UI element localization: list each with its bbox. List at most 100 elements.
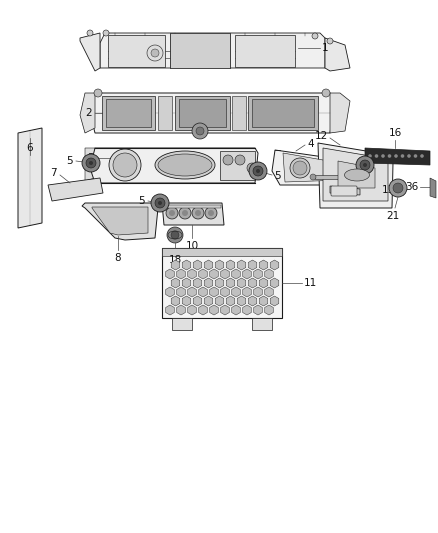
Circle shape bbox=[312, 33, 318, 39]
Polygon shape bbox=[106, 99, 151, 127]
Polygon shape bbox=[365, 148, 430, 165]
Circle shape bbox=[381, 154, 385, 158]
Polygon shape bbox=[430, 178, 436, 198]
Polygon shape bbox=[283, 153, 343, 182]
Circle shape bbox=[322, 89, 330, 97]
Text: 3: 3 bbox=[87, 153, 94, 163]
FancyBboxPatch shape bbox=[331, 186, 357, 196]
Polygon shape bbox=[248, 96, 318, 130]
Circle shape bbox=[247, 163, 257, 173]
Circle shape bbox=[256, 169, 260, 173]
Circle shape bbox=[253, 166, 263, 176]
Circle shape bbox=[293, 161, 307, 175]
Circle shape bbox=[171, 231, 179, 239]
Polygon shape bbox=[170, 33, 230, 68]
Polygon shape bbox=[330, 186, 360, 195]
Polygon shape bbox=[108, 35, 165, 67]
Text: 4: 4 bbox=[307, 139, 314, 149]
Polygon shape bbox=[92, 207, 148, 235]
Circle shape bbox=[394, 154, 398, 158]
Circle shape bbox=[223, 155, 233, 165]
Circle shape bbox=[182, 210, 188, 216]
Circle shape bbox=[389, 179, 407, 197]
Circle shape bbox=[166, 207, 178, 219]
Circle shape bbox=[327, 38, 333, 44]
Polygon shape bbox=[318, 143, 393, 208]
Circle shape bbox=[249, 162, 267, 180]
Circle shape bbox=[158, 201, 162, 205]
Circle shape bbox=[155, 198, 165, 208]
Polygon shape bbox=[162, 248, 282, 256]
Polygon shape bbox=[325, 38, 350, 71]
Circle shape bbox=[89, 161, 93, 165]
Circle shape bbox=[192, 123, 208, 139]
Ellipse shape bbox=[345, 169, 370, 181]
Polygon shape bbox=[235, 35, 295, 67]
Circle shape bbox=[356, 156, 374, 174]
Text: 10: 10 bbox=[185, 241, 198, 251]
Polygon shape bbox=[330, 93, 350, 133]
Text: 8: 8 bbox=[115, 253, 121, 263]
Polygon shape bbox=[82, 203, 158, 240]
Polygon shape bbox=[80, 33, 100, 71]
Polygon shape bbox=[252, 318, 272, 330]
Text: 1: 1 bbox=[322, 43, 328, 53]
Circle shape bbox=[420, 154, 424, 158]
Circle shape bbox=[82, 154, 100, 172]
Polygon shape bbox=[252, 99, 314, 127]
Text: 5: 5 bbox=[380, 156, 387, 166]
Circle shape bbox=[196, 127, 204, 135]
Circle shape bbox=[87, 30, 93, 36]
Text: 21: 21 bbox=[386, 211, 399, 221]
Circle shape bbox=[151, 194, 169, 212]
Circle shape bbox=[310, 174, 316, 180]
Text: 12: 12 bbox=[315, 131, 328, 141]
Circle shape bbox=[94, 89, 102, 97]
Ellipse shape bbox=[158, 154, 212, 176]
Polygon shape bbox=[232, 96, 246, 130]
Polygon shape bbox=[172, 318, 192, 330]
Polygon shape bbox=[162, 203, 224, 225]
Text: 5: 5 bbox=[67, 156, 73, 166]
Text: 36: 36 bbox=[405, 182, 418, 192]
Text: 13: 13 bbox=[382, 185, 395, 195]
Circle shape bbox=[360, 160, 370, 170]
Polygon shape bbox=[338, 161, 375, 188]
Polygon shape bbox=[315, 175, 340, 179]
Circle shape bbox=[208, 210, 214, 216]
Circle shape bbox=[147, 45, 163, 61]
Circle shape bbox=[86, 158, 96, 168]
Polygon shape bbox=[48, 178, 103, 201]
Text: 14: 14 bbox=[362, 172, 375, 182]
Circle shape bbox=[103, 30, 109, 36]
Polygon shape bbox=[323, 148, 388, 201]
Circle shape bbox=[179, 207, 191, 219]
Polygon shape bbox=[90, 148, 258, 183]
Circle shape bbox=[151, 49, 159, 57]
Polygon shape bbox=[220, 151, 255, 180]
Polygon shape bbox=[158, 96, 172, 130]
Circle shape bbox=[368, 154, 372, 158]
Circle shape bbox=[414, 154, 417, 158]
Text: 16: 16 bbox=[389, 128, 402, 138]
Ellipse shape bbox=[155, 151, 215, 179]
Polygon shape bbox=[18, 128, 42, 228]
Text: 6: 6 bbox=[27, 143, 33, 153]
Circle shape bbox=[205, 207, 217, 219]
Circle shape bbox=[290, 158, 310, 178]
Polygon shape bbox=[80, 93, 95, 133]
Text: 18: 18 bbox=[168, 255, 182, 265]
Circle shape bbox=[393, 183, 403, 193]
Text: 7: 7 bbox=[50, 168, 57, 178]
Circle shape bbox=[167, 227, 183, 243]
Circle shape bbox=[113, 153, 137, 177]
Circle shape bbox=[109, 149, 141, 181]
Circle shape bbox=[407, 154, 411, 158]
Text: 5: 5 bbox=[138, 196, 145, 206]
Circle shape bbox=[169, 210, 175, 216]
Polygon shape bbox=[272, 150, 350, 185]
Polygon shape bbox=[165, 205, 221, 208]
Text: 2: 2 bbox=[85, 108, 92, 118]
Polygon shape bbox=[90, 93, 335, 133]
Text: 11: 11 bbox=[304, 278, 317, 288]
